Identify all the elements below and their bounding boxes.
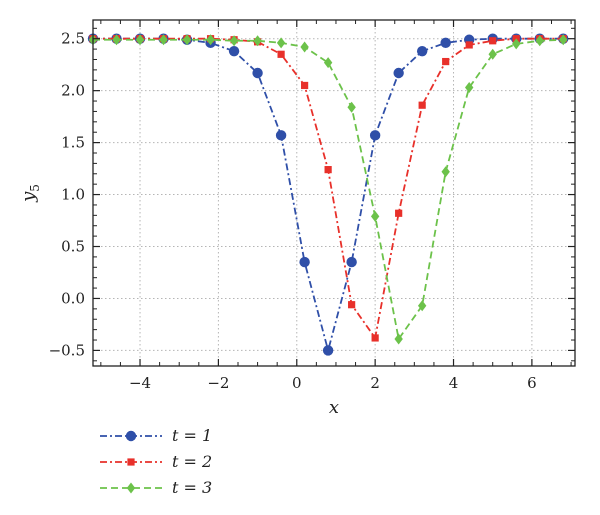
series-3-point [159,34,168,46]
legend-marker [126,482,136,494]
y-tick-label: 0.0 [61,289,85,307]
series-3-point [323,57,333,69]
legend-label: t = 1 [172,426,212,445]
series-3-point [276,37,286,49]
series-2-point [442,57,450,66]
series-3-point [535,35,544,47]
y-axis-label: y5 [18,184,42,203]
series-2-point [324,166,332,174]
series-3-point [135,34,145,46]
x-tick-label: −4 [129,374,151,392]
grid-lines [93,20,575,366]
legend-item-1: t = 1 [100,426,212,445]
series-3-point [559,34,568,46]
x-axis-label: x [329,397,339,418]
series-1-point [322,345,334,356]
series-1-point [252,67,263,79]
legend-label: t = 2 [172,452,212,471]
plot-frame [92,19,576,367]
y-axis-label-main: y [18,191,39,203]
y-tick-label: 1.5 [61,134,85,152]
x-tick-label: 2 [370,374,380,392]
y-tick-label: 2.0 [61,82,85,100]
series-3-line [93,38,564,342]
series-3-point [441,166,450,178]
series-1-point [416,45,428,57]
series-2-point [301,81,309,90]
series-3-point [370,210,380,222]
series-3-point [512,38,521,50]
series-1-point [346,256,357,268]
legend-label: t = 3 [172,478,212,497]
y-tick-label: 1.0 [61,186,85,204]
axis-ticks [93,20,575,366]
series-3-point [347,101,356,113]
series-3-point [182,34,192,46]
series-1-point [275,130,287,141]
series-1-point [440,37,451,49]
series-2-point [277,50,285,58]
series-2-point [489,37,497,45]
series-1-point [228,45,240,57]
series-3-point [253,35,262,47]
series-1-point [393,67,404,79]
series-3-point [417,300,427,312]
series-2-point [395,209,403,217]
tick-labels: −4 −2 0 2 4 6 −0.5 0.0 0.5 1.0 1.5 2.0 2.5 [49,30,537,392]
series-1-point [299,256,310,268]
legend-marker [125,430,137,442]
series-2-point [418,101,426,109]
series-3 [88,34,568,345]
series-2-point [465,41,473,49]
series-3-point [300,41,309,53]
series-3-point [464,82,474,94]
y-tick-label: −0.5 [49,341,85,359]
series-3-point [229,35,239,47]
x-tick-label: 0 [292,374,302,392]
x-tick-label: 6 [527,374,537,392]
series-layer [87,33,569,356]
y-axis-label-subscript: 5 [28,184,42,192]
legend-marker [127,458,135,466]
series-3-point [112,34,121,46]
y-tick-label: 2.5 [61,30,85,48]
series-3-point [206,34,215,46]
series-3-point [488,48,497,60]
legend: t = 1 t = 2 t = 3 [100,426,212,497]
y-tick-label: 0.5 [61,238,85,256]
legend-item-3: t = 3 [100,478,212,497]
series-3-point [394,333,403,345]
series-2-point [348,301,356,309]
x-tick-label: 4 [449,374,459,392]
legend-item-2: t = 2 [100,452,212,471]
x-tick-label: −2 [207,374,229,392]
series-1-point [369,130,381,141]
series-2-point [371,334,379,342]
